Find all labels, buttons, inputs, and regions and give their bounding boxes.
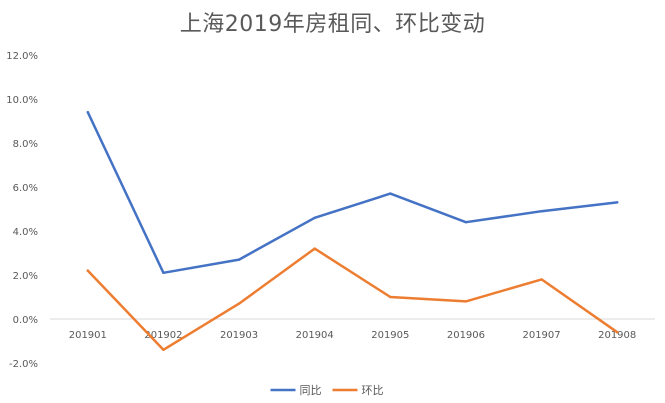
y-tick-label: 4.0% — [13, 227, 38, 238]
axis-layer: -2.0% 0.0% 2.0% 4.0% 6.0% 8.0% 10.0% 12.0% 20190… — [6, 51, 655, 370]
data-point — [389, 192, 392, 195]
y-tick-label: 6.0% — [13, 183, 38, 194]
data-point — [464, 300, 468, 303]
data-point — [86, 269, 90, 272]
data-point — [615, 331, 619, 334]
data-point — [237, 302, 241, 305]
x-tick-label: 201901 — [69, 330, 107, 341]
data-point — [86, 111, 90, 114]
data-point — [540, 210, 543, 213]
data-point — [313, 247, 316, 250]
legend: 同比 环比 — [270, 384, 384, 397]
data-point — [389, 295, 392, 299]
y-tick-label: 10.0% — [6, 95, 38, 106]
x-tick-label: 201907 — [522, 330, 560, 341]
data-point — [615, 201, 619, 204]
y-tick-label: 0.0% — [13, 315, 38, 326]
y-tick-label: 8.0% — [13, 139, 38, 150]
legend-label-2: 环比 — [362, 384, 384, 397]
x-tick-label: 201904 — [296, 330, 334, 341]
data-point — [162, 348, 165, 351]
y-tick-label: 12.0% — [6, 51, 38, 62]
y-tick-label: 2.0% — [13, 271, 38, 282]
data-point — [464, 221, 468, 224]
data-point — [237, 258, 241, 261]
data-point — [540, 278, 543, 281]
data-point — [313, 216, 316, 219]
chart-title: 上海2019年房租同、环比变动 — [179, 12, 486, 37]
x-tick-label: 201906 — [447, 330, 485, 341]
y-tick-label: -2.0% — [9, 359, 38, 370]
x-tick-label: 201903 — [220, 330, 258, 341]
data-point — [162, 271, 165, 274]
series-layer — [86, 110, 619, 352]
x-tick-label: 201902 — [144, 330, 182, 341]
series-line-2 — [86, 247, 619, 352]
x-tick-label: 201905 — [371, 330, 409, 341]
x-tick-label: 201908 — [598, 330, 636, 341]
legend-label-1: 同比 — [300, 384, 322, 397]
series-line-1 — [86, 110, 619, 275]
